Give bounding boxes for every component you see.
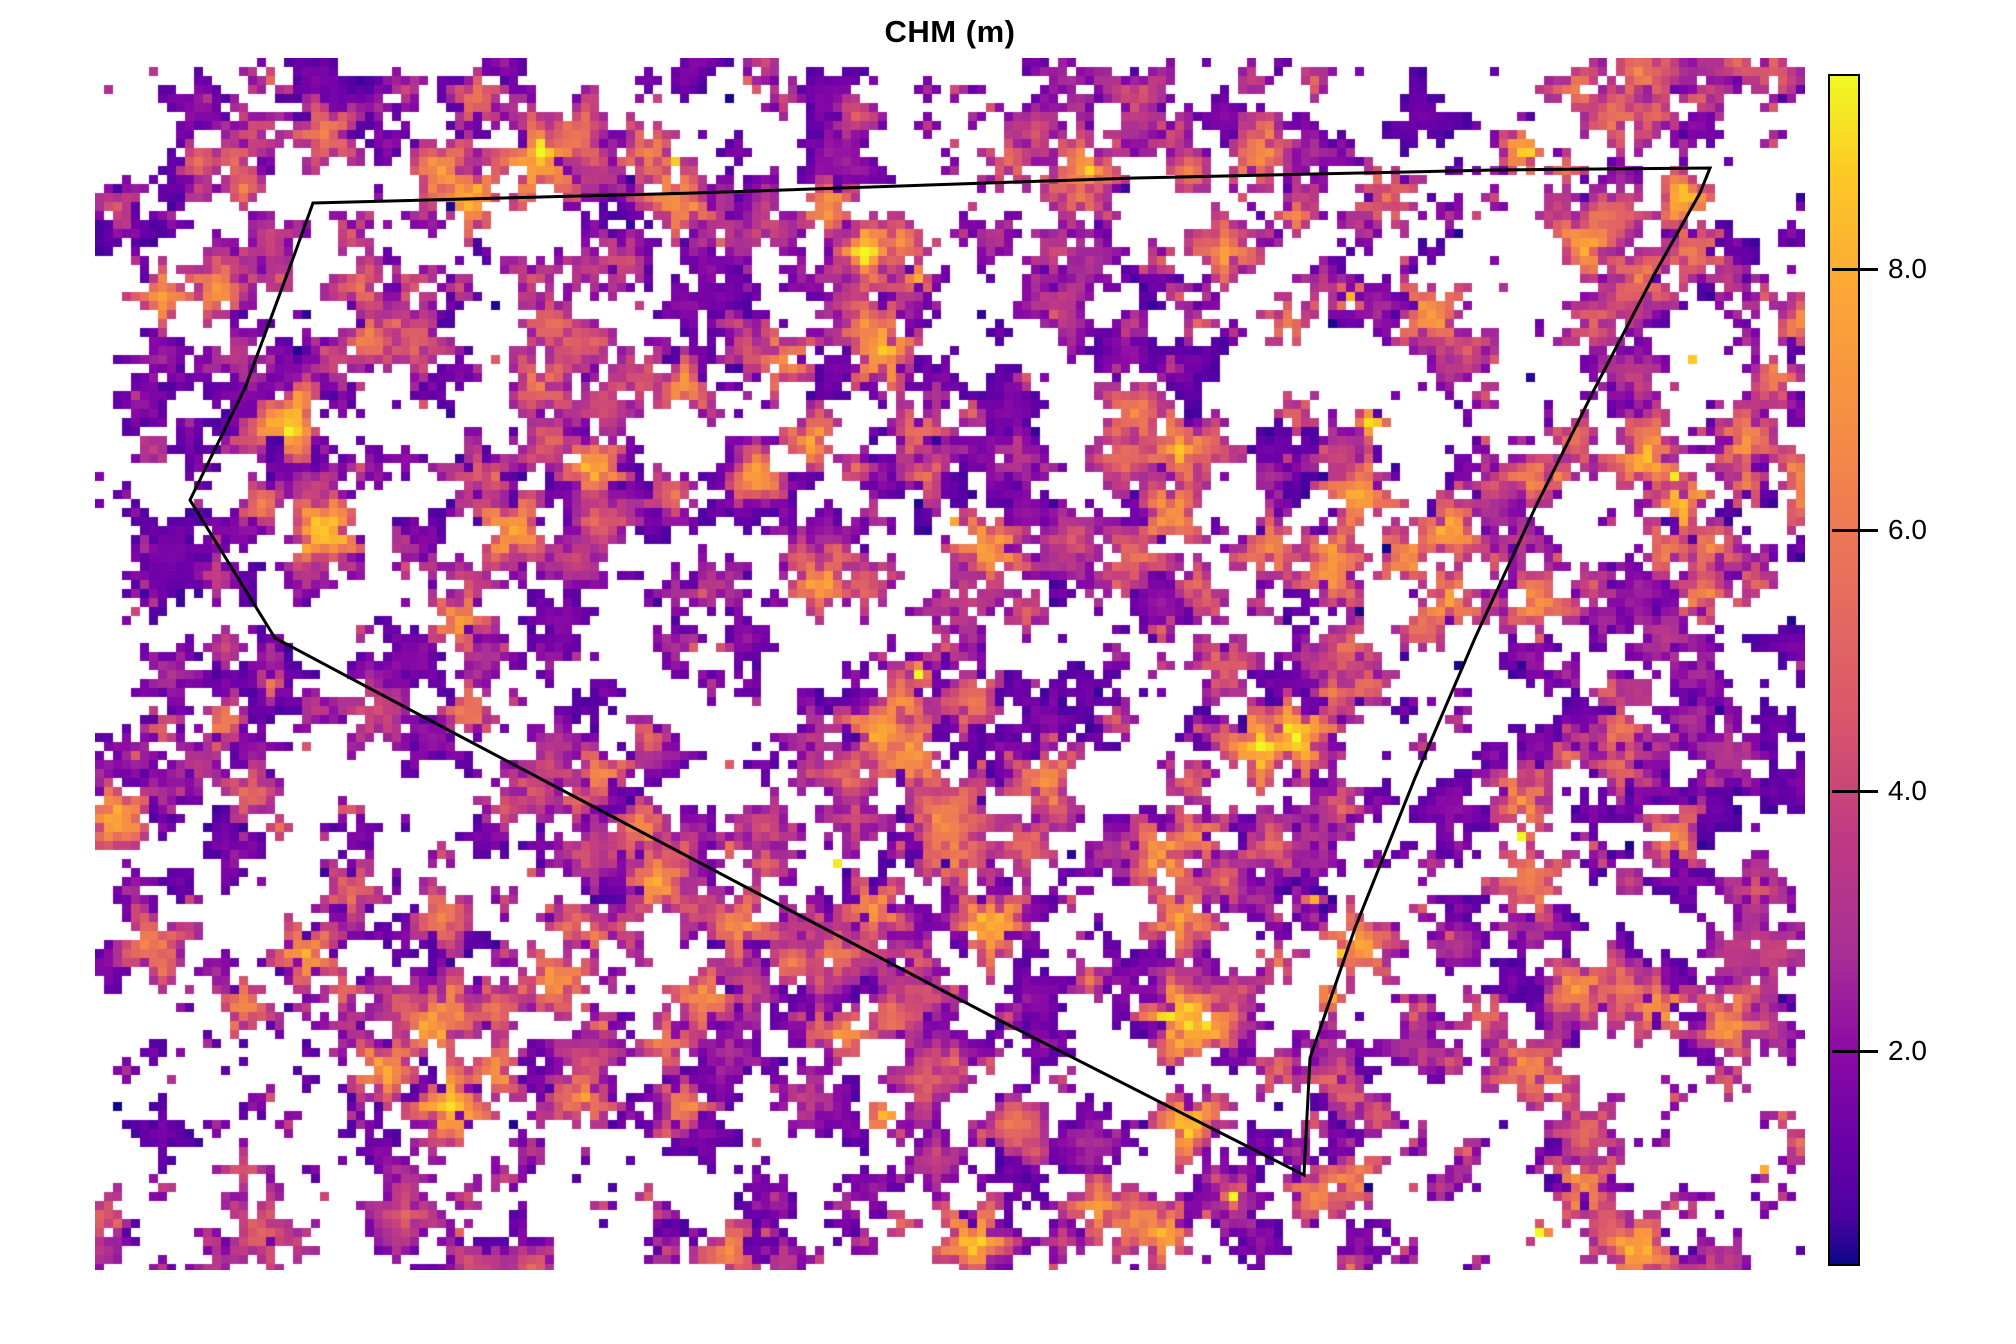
chm-raster-image bbox=[95, 58, 1805, 1270]
colorbar-tick-label-4-0: 4.0 bbox=[1888, 774, 1927, 806]
colorbar-tick-label-6-0: 6.0 bbox=[1888, 513, 1927, 545]
page-title: CHM (m) bbox=[884, 14, 1016, 49]
colorbar-tick-mark-4-0 bbox=[1832, 789, 1878, 793]
colorbar-tick-mark-2-0 bbox=[1832, 1050, 1878, 1054]
colorbar-tick-mark-6-0 bbox=[1832, 528, 1878, 532]
colorbar-tick-mark-8-0 bbox=[1832, 268, 1878, 272]
raster-panel bbox=[95, 58, 1805, 1270]
colorbar: 8.0 6.0 4.0 2.0 bbox=[1828, 74, 1927, 1268]
colorbar-tick-label-8-0: 8.0 bbox=[1888, 253, 1927, 285]
colorbar-gradient-strip bbox=[1828, 74, 1860, 1266]
colorbar-tick-label-2-0: 2.0 bbox=[1888, 1035, 1927, 1067]
